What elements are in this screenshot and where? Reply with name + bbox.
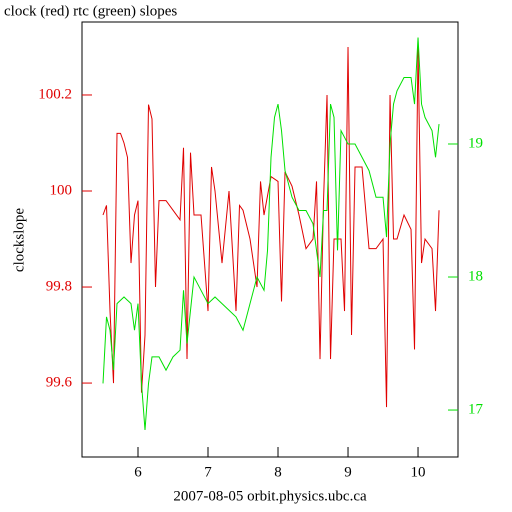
x-tick-label: 10 — [411, 464, 426, 480]
x-tick-label: 8 — [274, 464, 282, 480]
y-tick-label: 99.6 — [46, 374, 73, 390]
x-tick-label: 9 — [344, 464, 352, 480]
y2-tick-label: 17 — [468, 401, 484, 417]
series-line — [102, 46, 440, 408]
y2-tick-label: 18 — [468, 268, 483, 284]
plot-frame — [81, 21, 459, 458]
x-tick-label: 7 — [204, 464, 212, 480]
y2-tick-label: 19 — [468, 135, 483, 151]
x-tick-label: 6 — [134, 464, 142, 480]
y-tick-label: 100.2 — [38, 86, 72, 102]
chart-title: clock (red) rtc (green) slopes — [4, 3, 177, 19]
y-tick-label: 100 — [50, 182, 73, 198]
x-axis-label: 2007-08-05 orbit.physics.ubc.ca — [173, 488, 367, 504]
y-axis-label: clockslope — [11, 208, 27, 272]
series-line — [102, 37, 440, 431]
y-tick-label: 99.8 — [46, 278, 72, 294]
